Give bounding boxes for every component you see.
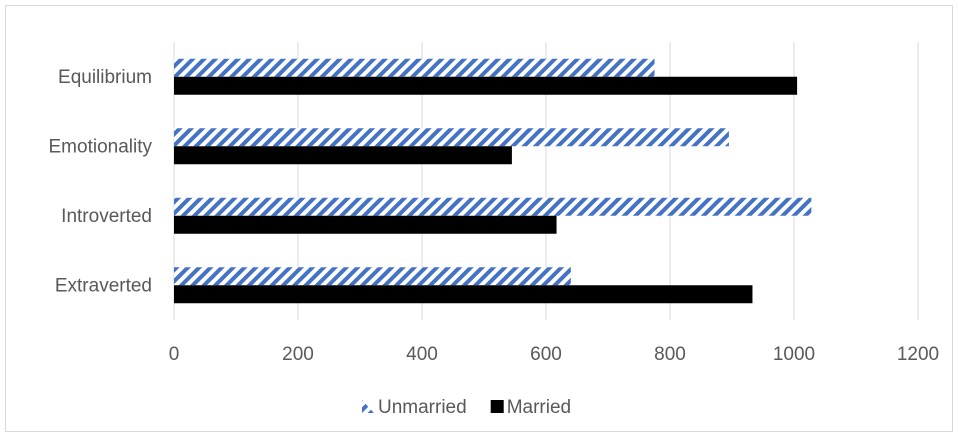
bar-married-emotionality <box>174 146 512 165</box>
bar-unmarried-introverted <box>174 197 812 216</box>
category-axis: Equilibrium Emotionality Introverted Extrav… <box>49 67 153 297</box>
value-axis: 0 200 400 600 800 1000 1200 <box>169 344 939 365</box>
legend-label-married: Married <box>507 397 571 418</box>
bar-unmarried-equilibrium <box>174 58 655 77</box>
legend: Unmarried Married <box>362 397 571 418</box>
bar-unmarried-extraverted <box>174 267 571 286</box>
x-tick-label: 400 <box>406 344 438 365</box>
category-label: Emotionality <box>49 136 153 157</box>
bar-unmarried-emotionality <box>174 128 729 147</box>
bar-married-equilibrium <box>174 76 798 95</box>
bar-married-introverted <box>174 215 557 234</box>
category-label: Introverted <box>61 206 152 227</box>
category-label: Extraverted <box>55 275 152 296</box>
x-tick-label: 1000 <box>773 344 815 365</box>
x-tick-label: 600 <box>530 344 562 365</box>
bars <box>174 58 812 304</box>
bar-married-extraverted <box>174 285 753 304</box>
legend-swatch-married <box>490 400 504 413</box>
x-tick-label: 0 <box>169 344 180 365</box>
legend-label-unmarried: Unmarried <box>378 397 467 418</box>
x-tick-label: 1200 <box>897 344 939 365</box>
category-label: Equilibrium <box>58 67 152 88</box>
legend-swatch-unmarried <box>362 400 374 413</box>
x-tick-label: 200 <box>282 344 314 365</box>
x-tick-label: 800 <box>654 344 686 365</box>
